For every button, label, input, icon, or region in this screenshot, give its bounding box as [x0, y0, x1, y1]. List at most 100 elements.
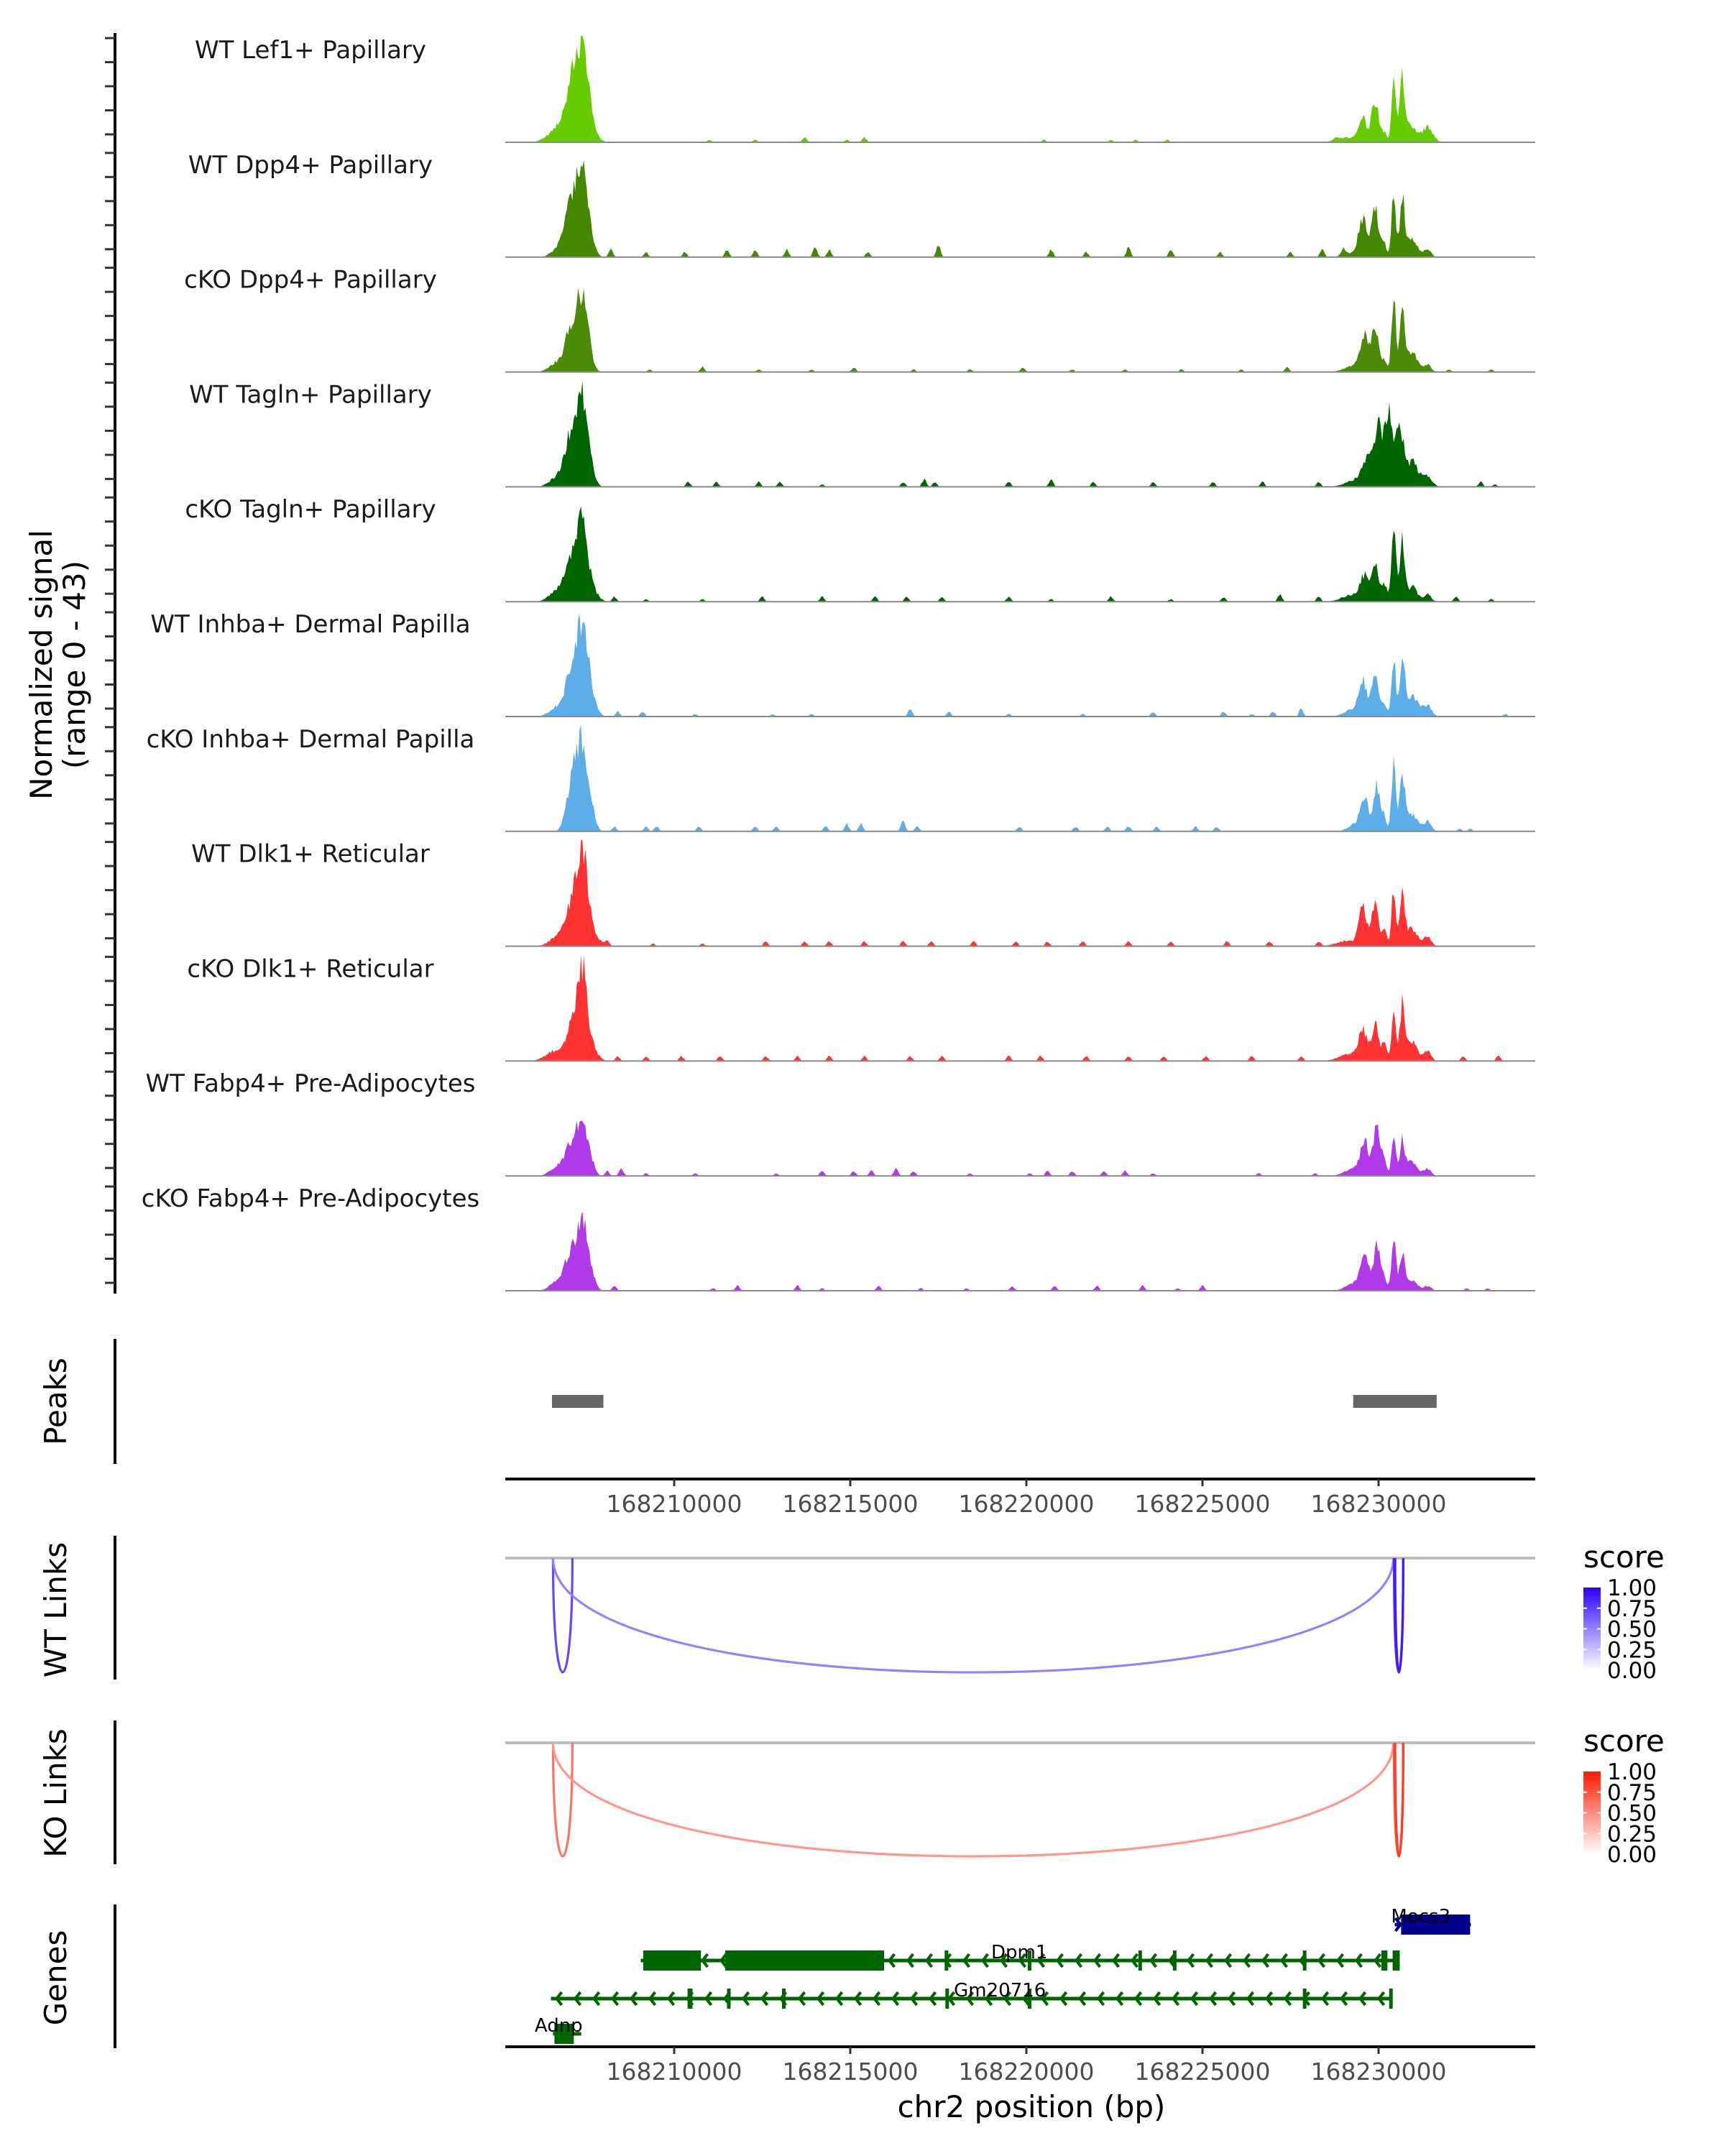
link-arc [1394, 1742, 1404, 1858]
gene-exon [1392, 1950, 1400, 1971]
strand-arrow-icon [1354, 1953, 1363, 1968]
x-axis-title: chr2 position (bp) [898, 2089, 1166, 2124]
strand-arrow-icon [666, 1991, 676, 2007]
coverage-track: WT Tagln+ Papillary [189, 380, 1535, 488]
gene-exon [781, 1989, 786, 2009]
track-label: WT Lef1+ Papillary [195, 36, 426, 65]
gene-label: Adnp [535, 2015, 583, 2037]
strand-arrow-icon [980, 1953, 990, 1968]
x-tick-label: 168210000 [607, 1490, 742, 1518]
track-label: cKO Dlk1+ Reticular [187, 954, 433, 983]
signal-area [505, 380, 1535, 487]
gene-exon [1027, 1950, 1031, 1971]
ylabel-line2: (range 0 - 43) [57, 561, 92, 769]
strand-arrow-icon [1283, 1991, 1292, 2007]
strand-arrow-icon [962, 1953, 971, 1968]
strand-arrow-icon [760, 1991, 769, 2007]
legend-tick-label: 0.00 [1607, 1842, 1657, 1868]
gene-exon [725, 1950, 885, 1971]
strand-arrow-icon [610, 1991, 620, 2007]
strand-arrow-icon [1111, 1953, 1121, 1968]
strand-arrow-icon [648, 1991, 657, 2007]
gene-exon [554, 2024, 574, 2044]
strand-arrow-icon [1171, 1991, 1180, 2007]
coverage-track: WT Fabp4+ Pre-Adipocytes [146, 1069, 1535, 1177]
coverage-track: WT Lef1+ Papillary [195, 36, 1535, 143]
strand-arrow-icon [928, 1991, 937, 2007]
strand-arrow-icon [1152, 1991, 1162, 2007]
signal-area [505, 614, 1535, 717]
gene-exon [1381, 1950, 1388, 1971]
strand-arrow-icon [1115, 1991, 1124, 2007]
gene-label: Gm20716 [954, 1980, 1046, 2001]
strand-arrow-icon [1339, 1991, 1348, 2007]
ko-score-legend: score 1.000.750.500.250.00 [1583, 1723, 1665, 1868]
coverage-y-axis [105, 33, 116, 1294]
strand-arrow-icon [1261, 1953, 1270, 1968]
strand-arrow-icon [1246, 1991, 1255, 2007]
peaks-track-label: Peaks [38, 1358, 73, 1445]
strand-arrow-icon [1190, 1991, 1199, 2007]
links-tracks [505, 1557, 1535, 1858]
ko-links-label: KO Links [38, 1728, 73, 1858]
ylabel-line1: Normalized signal [24, 530, 59, 800]
strand-arrow-icon [1242, 1953, 1251, 1968]
legend-ticks: 1.000.750.500.250.00 [1583, 1759, 1657, 1868]
gene-exon [1401, 1915, 1471, 1935]
track-label: WT Inhba+ Dermal Papilla [150, 610, 470, 639]
signal-area [505, 36, 1535, 142]
strand-arrow-icon [872, 1991, 881, 2007]
track-label: cKO Inhba+ Dermal Papilla [147, 725, 475, 754]
strand-arrow-icon [1358, 1991, 1367, 2007]
strand-arrow-icon [1133, 1991, 1143, 2007]
signal-area [505, 1211, 1535, 1291]
legend-ticks: 1.000.750.500.250.00 [1583, 1575, 1657, 1684]
x-tick-label: 168225000 [1135, 1490, 1271, 1518]
track-label: cKO Fabp4+ Pre-Adipocytes [142, 1184, 480, 1213]
strand-arrow-icon [1186, 1953, 1195, 1968]
strand-arrow-icon [853, 1991, 862, 2007]
strand-arrow-icon [1149, 1953, 1158, 1968]
strand-arrow-icon [1077, 1991, 1087, 2007]
signal-area [505, 1120, 1535, 1176]
strand-arrow-icon [965, 1991, 975, 2007]
gene-exon [643, 1950, 702, 1971]
strand-arrow-icon [984, 1991, 993, 2007]
legend-tick-label: 1.00 [1607, 1759, 1657, 1785]
strand-arrow-icon [700, 1953, 709, 1968]
signal-area [505, 160, 1535, 257]
coverage-track: WT Inhba+ Dermal Papilla [150, 610, 1535, 717]
strand-arrow-icon [1040, 1991, 1049, 2007]
gene-exon [1138, 1950, 1142, 1971]
gene-exon [945, 1989, 949, 2009]
gene-gm20716: Gm20716 [551, 1980, 1393, 2009]
signal-area [505, 724, 1535, 831]
signal-area [505, 506, 1535, 602]
coverage-ylabel: Normalized signal (range 0 - 43) [24, 530, 92, 800]
strand-arrow-icon [1208, 1991, 1218, 2007]
signal-area [505, 839, 1535, 946]
peak-region [551, 1395, 604, 1408]
link-arc [1394, 1557, 1404, 1674]
x-tick-label: 168215000 [783, 1490, 919, 1518]
track-label: cKO Dpp4+ Papillary [184, 266, 437, 295]
links-track [505, 1557, 1535, 1674]
x-axis-peaks: 168210000 168215000 168220000 168225000 1682… [505, 1478, 1535, 1518]
track-label: WT Fabp4+ Pre-Adipocytes [146, 1069, 476, 1098]
coverage-track: cKO Inhba+ Dermal Papilla [147, 724, 1535, 832]
genes-label-group: Genes [38, 1930, 73, 2026]
strand-arrow-icon [1317, 1953, 1326, 1968]
strand-arrow-icon [719, 1953, 728, 1968]
strand-arrow-icon [741, 1991, 750, 2007]
track-label: WT Tagln+ Papillary [189, 380, 432, 409]
strand-arrow-icon [797, 1991, 806, 2007]
strand-arrow-icon [1003, 1991, 1012, 2007]
strand-arrow-icon [1223, 1953, 1233, 1968]
peaks-label-group: Peaks [38, 1358, 73, 1445]
strand-arrow-icon [1376, 1991, 1386, 2007]
track-label: WT Dpp4+ Papillary [188, 151, 433, 180]
strand-arrow-icon [909, 1991, 919, 2007]
genes-track-label: Genes [38, 1930, 73, 2026]
gene-exon [1389, 1989, 1393, 2009]
gene-exon [1027, 1989, 1031, 2009]
